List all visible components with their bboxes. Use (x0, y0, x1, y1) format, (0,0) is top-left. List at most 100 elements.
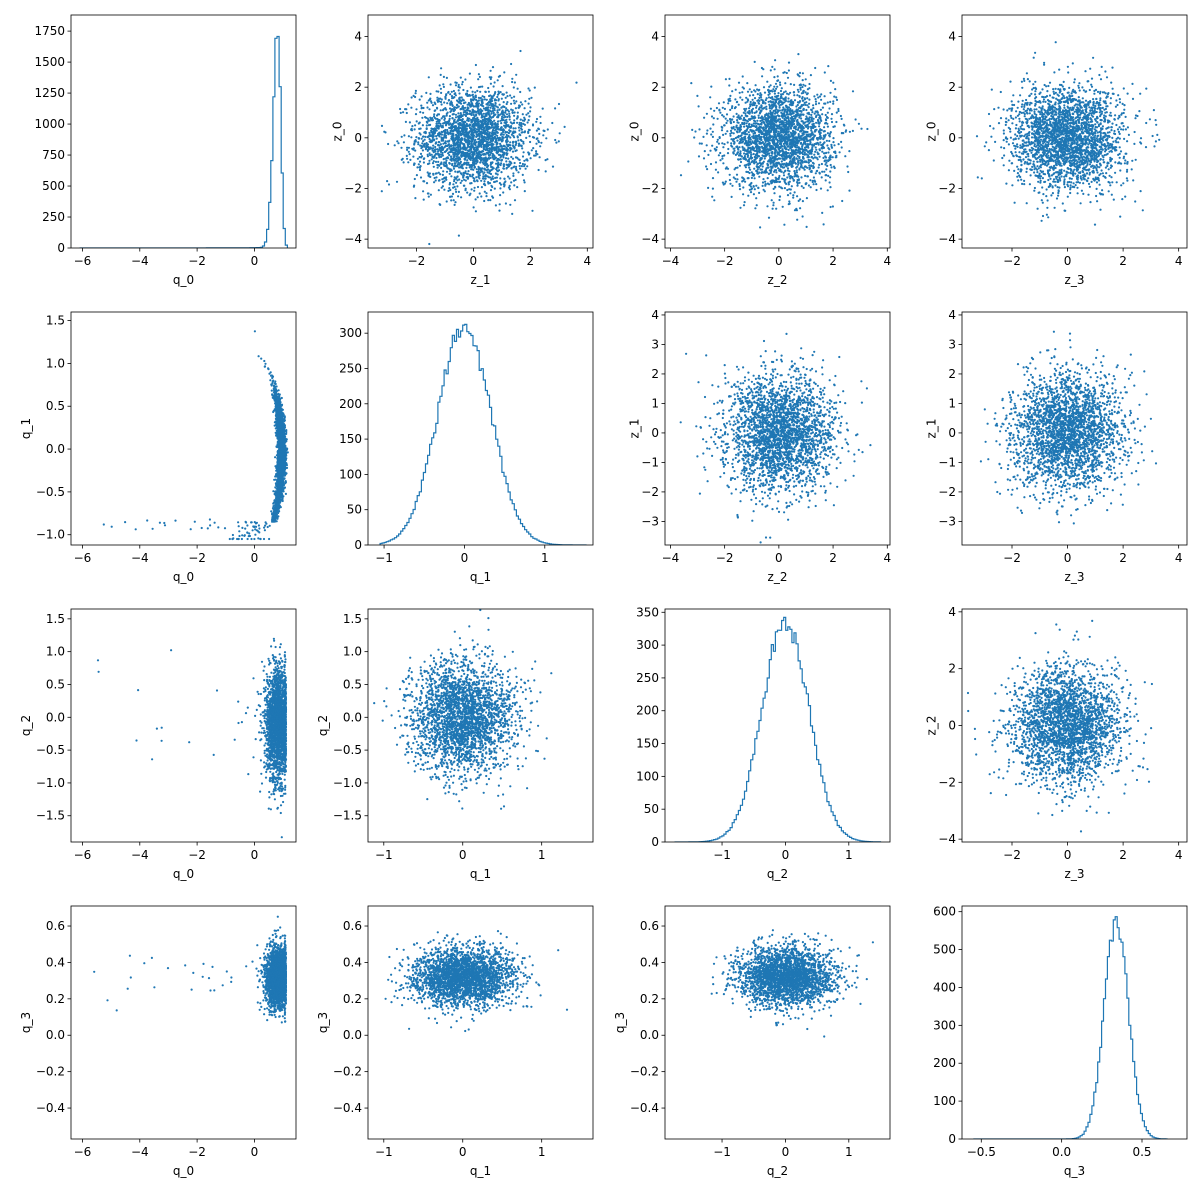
scatter-point (491, 132, 494, 135)
scatter-point (440, 136, 443, 139)
scatter-point (752, 193, 756, 196)
scatter-point (470, 138, 474, 141)
scatter-point (469, 105, 472, 108)
scatter-point (767, 172, 771, 175)
scatter-point (524, 100, 527, 103)
scatter-point (433, 176, 436, 180)
scatter-point (440, 117, 443, 120)
scatter-point (480, 99, 483, 102)
scatter-point (780, 170, 783, 173)
scatter-point (505, 91, 508, 94)
scatter-point (437, 189, 440, 192)
scatter-point (475, 110, 478, 114)
scatter-point (790, 103, 793, 106)
scatter-point (428, 242, 431, 246)
scatter-point (471, 152, 474, 155)
scatter-point (458, 145, 461, 148)
scatter-point (800, 185, 803, 188)
scatter-point (786, 137, 789, 140)
scatter-point (841, 199, 844, 203)
scatter-point (417, 141, 420, 144)
scatter-point (740, 136, 744, 140)
scatter-point (717, 171, 720, 174)
scatter-point (751, 135, 754, 138)
scatter-point (448, 181, 452, 185)
scatter-point (757, 186, 760, 189)
scatter-point (724, 117, 727, 120)
scatter-point (424, 135, 427, 138)
scatter-point (491, 120, 494, 124)
scatter-point (450, 144, 453, 147)
scatter-point (483, 175, 486, 178)
scatter-point (750, 157, 753, 160)
scatter-point (778, 109, 782, 112)
scatter-point (818, 163, 821, 166)
scatter-point (781, 116, 784, 119)
scatter-point (830, 120, 834, 124)
scatter-point (815, 188, 818, 192)
scatter-point (744, 133, 747, 136)
scatter-point (446, 167, 449, 170)
scatter-point (506, 101, 509, 104)
scatter-point (794, 153, 798, 156)
scatter-point (800, 137, 803, 140)
scatter-point (468, 135, 471, 138)
scatter-point (445, 159, 448, 162)
scatter-point (471, 94, 474, 97)
scatter-point (419, 144, 422, 147)
scatter-point (418, 166, 421, 169)
scatter-point (793, 209, 797, 212)
scatter-point (826, 189, 829, 192)
scatter-point (771, 121, 774, 124)
scatter-point (781, 148, 784, 151)
scatter-point (468, 166, 471, 169)
scatter-point (482, 183, 486, 186)
y-tick-label: 500 (42, 179, 65, 193)
scatter-point (413, 177, 416, 181)
scatter-point (452, 158, 455, 161)
scatter-point (774, 127, 777, 130)
scatter-point (510, 122, 514, 125)
scatter-point (752, 122, 755, 125)
scatter-point (462, 184, 465, 187)
scatter-point (729, 108, 732, 111)
scatter-point (429, 123, 432, 126)
scatter-point (453, 180, 456, 183)
scatter-point (480, 110, 483, 113)
scatter-point (773, 102, 776, 105)
scatter-point (786, 194, 790, 197)
scatter-point (454, 84, 458, 87)
y-tick-label: 1750 (34, 24, 65, 38)
scatter-point (505, 166, 508, 169)
scatter-point (508, 112, 511, 115)
scatter-point (439, 143, 442, 146)
scatter-point (727, 102, 730, 105)
scatter-point (467, 176, 470, 179)
scatter-point (766, 80, 769, 83)
scatter-point (478, 75, 481, 78)
scatter-point (784, 96, 787, 99)
scatter-point (517, 158, 520, 161)
scatter-point (782, 152, 786, 155)
scatter-point (715, 146, 718, 149)
scatter-point (480, 195, 483, 198)
scatter-point (503, 151, 506, 154)
scatter-point (471, 175, 474, 178)
scatter-point (774, 89, 777, 92)
scatter-point (500, 126, 503, 129)
scatter-point (515, 165, 518, 168)
scatter-point (739, 150, 742, 153)
scatter-point (475, 168, 478, 171)
scatter-point (441, 173, 444, 176)
scatter-point (760, 123, 763, 126)
scatter-point (747, 160, 750, 163)
scatter-point (799, 135, 802, 138)
scatter-point (477, 121, 480, 124)
scatter-point (798, 152, 802, 155)
scatter-point (817, 113, 820, 116)
scatter-point (761, 162, 764, 165)
scatter-point (493, 119, 496, 122)
scatter-point (485, 158, 488, 161)
scatter-point (459, 76, 462, 79)
scatter-point (762, 178, 765, 181)
